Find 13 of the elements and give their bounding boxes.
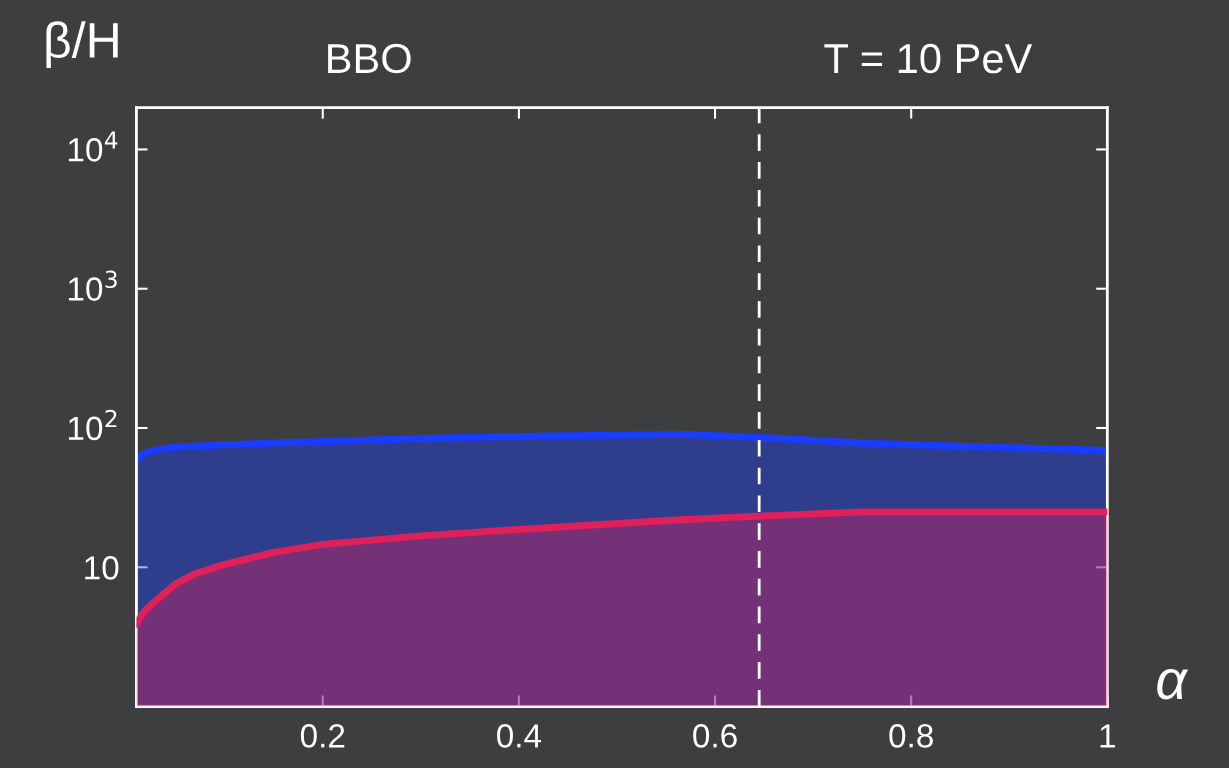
x-tick-label: 0.2 [300, 724, 345, 748]
y-axis-title: β/H [46, 21, 118, 68]
y-tick-label: 10 [85, 556, 119, 580]
x-tick-label: 0.6 [693, 724, 737, 748]
chart-title: BBO [328, 43, 411, 74]
y-tick-label: 10$^{2}$ [68, 409, 117, 441]
y-tick-label: 10$^{3}$ [68, 270, 117, 301]
x-tick-label: 1 [1100, 724, 1115, 748]
x-tick-label: 0.8 [889, 724, 933, 748]
x-axis-title: α [1157, 669, 1189, 700]
text: T = 10 PeV [824, 43, 1033, 74]
x-tick-label: 0.4 [497, 724, 542, 748]
y-tick-label: 10$^{4}$ [68, 131, 118, 162]
